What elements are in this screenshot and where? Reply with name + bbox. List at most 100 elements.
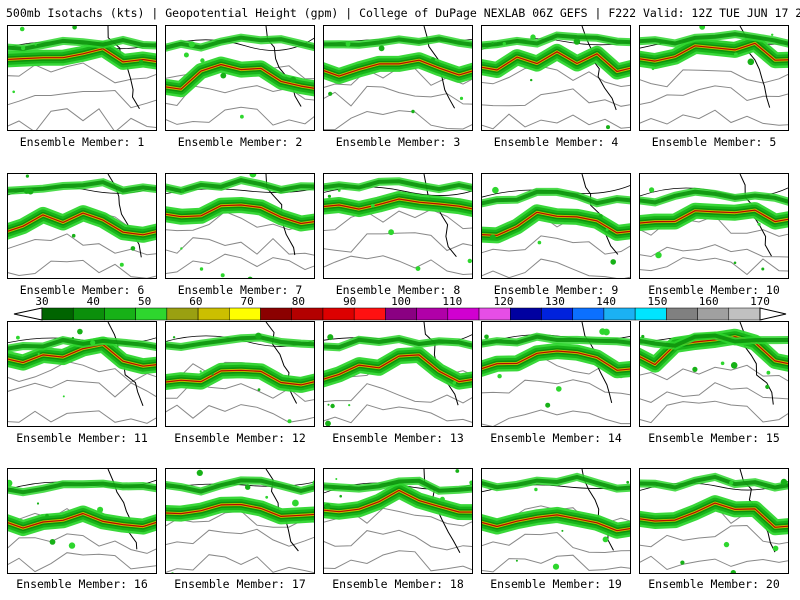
height-contour: [166, 404, 314, 423]
ensemble-member-label: Ensemble Member: 12: [174, 431, 306, 445]
ensemble-panel: [323, 321, 473, 427]
height-contour: [324, 208, 472, 232]
isotach-blob: [240, 114, 244, 119]
ensemble-panel: [639, 468, 789, 574]
colorbar-swatch: [385, 307, 417, 321]
isotach-blob: [27, 188, 34, 195]
isotach-blob: [452, 381, 457, 385]
colorbar-tick-label: 140: [596, 295, 617, 308]
isotach-blob: [45, 513, 49, 518]
colorbar-svg: [13, 307, 787, 321]
height-contour: [482, 379, 630, 396]
colorbar-swatch: [166, 307, 199, 321]
ensemble-member-label: Ensemble Member: 13: [332, 431, 464, 445]
isotach-blob: [200, 58, 205, 63]
isotach-blob: [312, 480, 314, 486]
ensemble-map: [8, 322, 156, 424]
isotach-blob: [610, 259, 616, 265]
isotach-blob: [49, 539, 56, 545]
height-contour: [324, 529, 472, 551]
ensemble-panel: [639, 25, 789, 131]
isotach-band: [324, 489, 472, 513]
isotach-blob: [723, 541, 730, 548]
isotach-blob: [68, 542, 76, 549]
ensemble-map: [8, 469, 156, 573]
isotach-blob: [606, 125, 610, 130]
height-contour: [324, 404, 472, 424]
colorbar-swatch: [666, 307, 698, 321]
isotach-blob: [25, 174, 29, 178]
ensemble-map: [166, 174, 314, 278]
colorbar-swatch: [104, 307, 136, 321]
isotach-blob: [573, 38, 581, 45]
isotach-blob: [21, 46, 26, 51]
isotach-blob: [119, 262, 124, 267]
height-contour: [324, 550, 472, 572]
isotach-blob: [72, 26, 77, 30]
isotach-blob: [337, 189, 341, 192]
height-contour: [482, 409, 630, 426]
isotach-blob: [603, 328, 610, 336]
ensemble-member-label: Ensemble Member: 1: [19, 135, 145, 149]
isotach-band: [166, 478, 314, 494]
ensemble-panel: [165, 468, 315, 574]
height-contour: [8, 108, 156, 130]
ensemble-member-label: Ensemble Member: 14: [490, 431, 622, 445]
isotach-blob: [378, 45, 385, 52]
isotach-blob: [180, 247, 183, 250]
isotach-blob: [196, 469, 203, 476]
isotach-blob: [287, 419, 292, 424]
ensemble-panel: [639, 173, 789, 279]
isotach-blob: [699, 26, 706, 30]
colorbar-swatch: [197, 307, 230, 321]
isotach-blob: [71, 336, 75, 340]
isotach-band: [324, 354, 472, 383]
isotach-blob: [188, 41, 195, 48]
isotach-blob: [730, 362, 738, 369]
height-contour: [8, 552, 156, 573]
isotach-blob: [502, 42, 506, 46]
height-contour: [640, 109, 788, 126]
ensemble-member-label: Ensemble Member: 15: [648, 431, 780, 445]
ensemble-panel: [7, 321, 157, 427]
isotach-blob: [245, 484, 251, 490]
isotach-blob: [534, 487, 538, 492]
height-contour: [640, 85, 788, 105]
isotach-blob: [467, 258, 472, 264]
isotach-band: [640, 42, 788, 62]
ensemble-map: [640, 469, 788, 573]
isotach-band: [324, 336, 472, 350]
colorbar-tick-label: 170: [750, 295, 770, 308]
ensemble-panel: [7, 468, 157, 574]
height-contour: [324, 383, 472, 404]
ensemble-map: [8, 174, 156, 278]
isotach-blob: [556, 386, 562, 392]
isotach-blob: [415, 266, 421, 271]
ensemble-panel: [165, 321, 315, 427]
height-contour: [8, 89, 156, 109]
isotach-blob: [439, 496, 445, 502]
ensemble-map: [482, 469, 630, 573]
isotach-blob: [530, 78, 533, 82]
ensemble-panel: [7, 173, 157, 279]
isotach-band: [8, 512, 156, 529]
isotach-band: [166, 178, 314, 193]
colorbar-swatch: [478, 307, 511, 321]
ensemble-member-label: Ensemble Member: 5: [651, 135, 777, 149]
ensemble-panel: [323, 468, 473, 574]
colorbar-tick-label: 120: [493, 295, 514, 308]
isotach-band: [8, 37, 156, 51]
height-contour: [640, 257, 788, 276]
ensemble-map: [482, 322, 630, 426]
ensemble-member-label: Ensemble Member: 4: [493, 135, 619, 149]
isotach-band: [8, 481, 156, 495]
isotach-band: [482, 350, 630, 371]
isotach-blob: [180, 188, 185, 193]
colorbar-swatch: [135, 307, 168, 321]
height-contour: [8, 410, 156, 424]
ensemble-map: [640, 26, 788, 126]
ensemble-map: [482, 174, 630, 278]
colorbar-swatch: [416, 307, 449, 321]
height-contour: [640, 555, 788, 571]
height-contour: [8, 533, 156, 554]
